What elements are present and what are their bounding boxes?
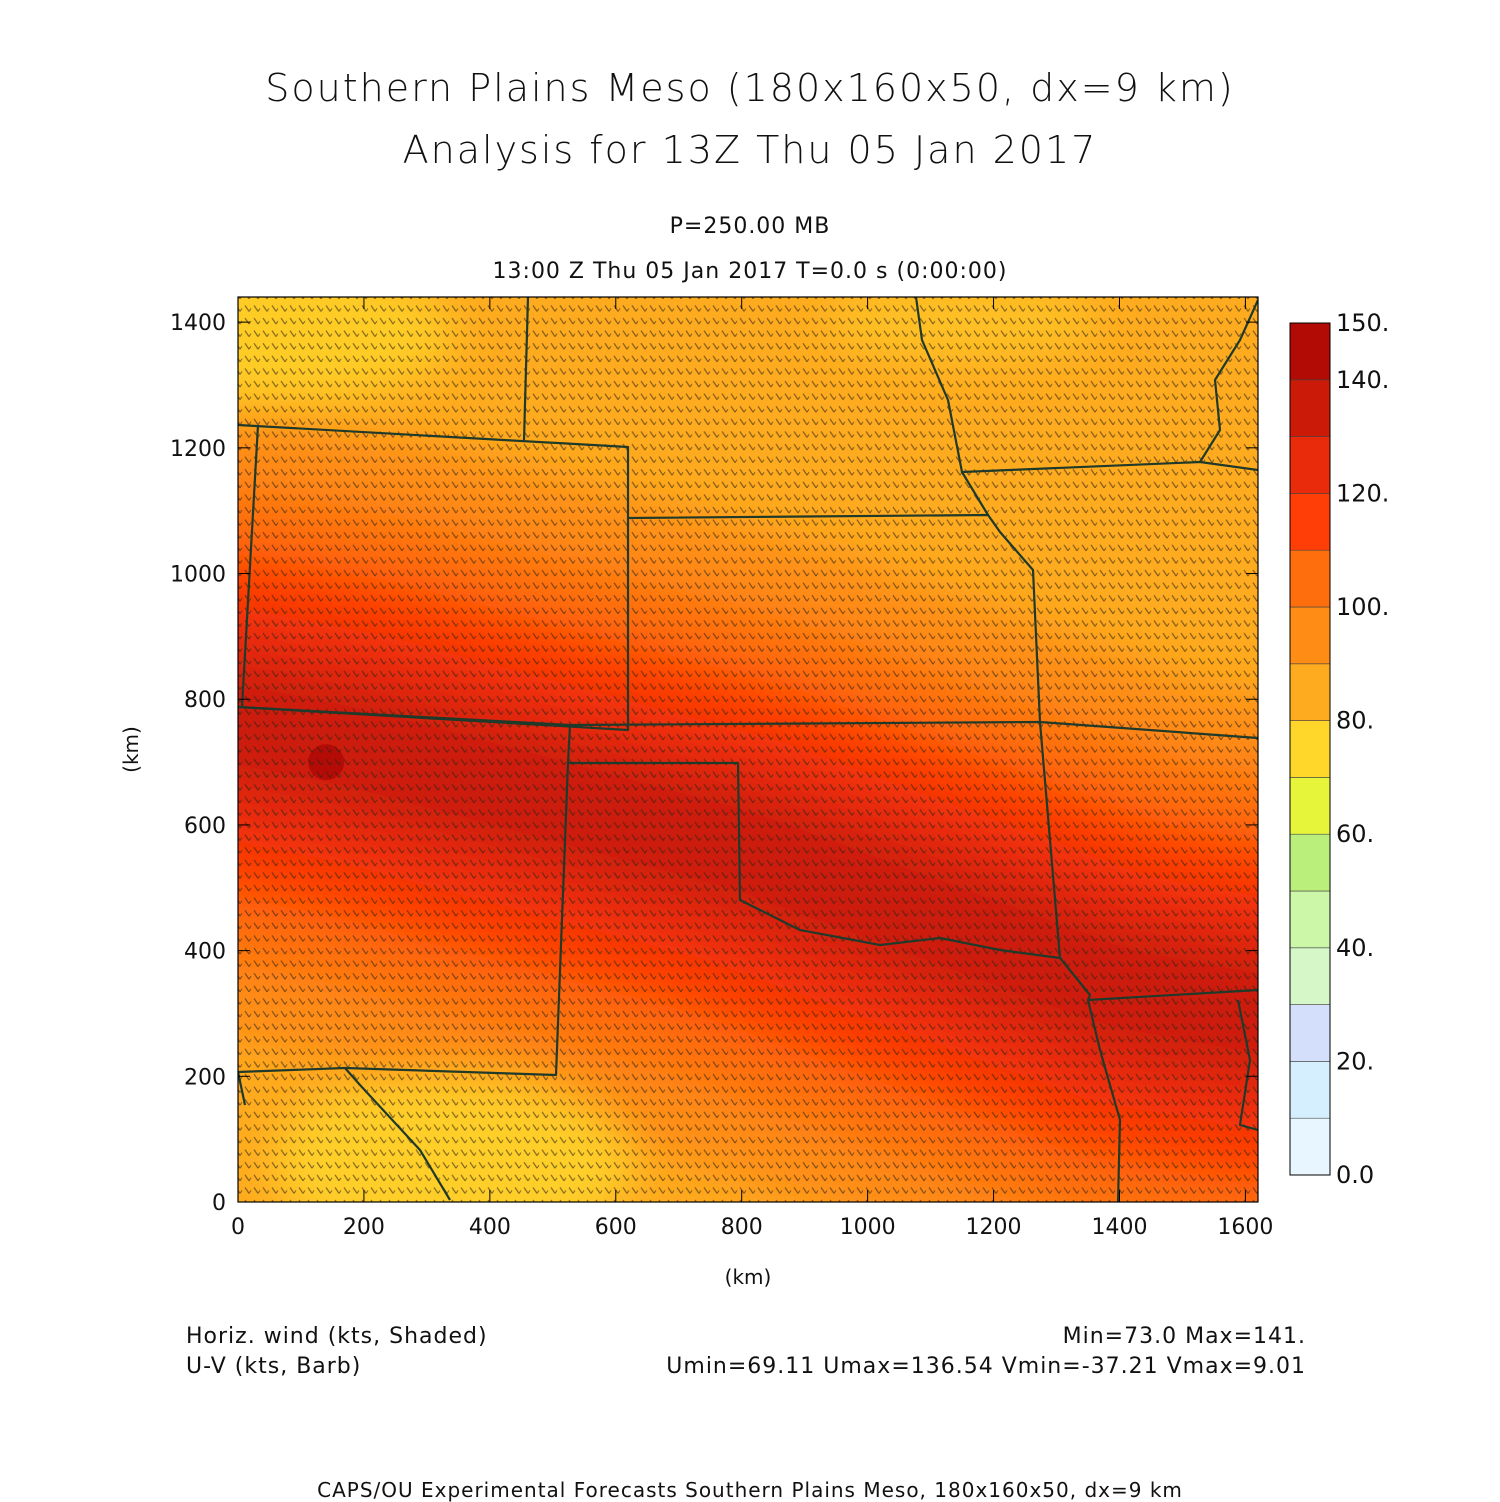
colorbar-swatch [1289, 777, 1331, 835]
colorbar-swatch [1289, 720, 1331, 778]
y-tick-label: 1400 [170, 311, 226, 336]
colorbar-swatch [1289, 1061, 1331, 1119]
y-tick-label: 200 [184, 1065, 226, 1090]
colorbar-swatch [1289, 1004, 1331, 1062]
y-tick-label: 400 [184, 940, 226, 965]
chart-title-line1: Southern Plains Meso (180x160x50, dx=9 k… [265, 66, 1235, 110]
colorbar-label: 0.0 [1336, 1161, 1374, 1189]
x-tick-label: 800 [721, 1215, 763, 1240]
colorbar-label: 60. [1336, 820, 1374, 848]
y-axis-label: (km) [119, 726, 143, 773]
x-tick-label: 0 [231, 1215, 245, 1240]
state-border-4 [522, 297, 530, 441]
colorbar-swatch [1289, 890, 1331, 949]
state-border-9 [566, 724, 1061, 960]
colorbar-label: 100. [1336, 593, 1389, 621]
x-tick-label: 1000 [840, 1215, 896, 1240]
colorbar-swatch [1289, 663, 1331, 721]
colorbar-swatch [1289, 493, 1331, 551]
credit-line: CAPS/OU Experimental Forecasts Southern … [317, 1478, 1183, 1502]
x-tick-label: 400 [469, 1215, 511, 1240]
y-tick-label: 1000 [170, 563, 226, 588]
state-border-2 [240, 424, 260, 708]
plot-frame [237, 296, 1259, 1203]
x-tick-label: 1200 [966, 1215, 1022, 1240]
y-tick-label: 1200 [170, 437, 226, 462]
state-border-3 [238, 705, 1258, 740]
colorbar-swatch [1289, 436, 1331, 494]
x-tick-label: 600 [595, 1215, 637, 1240]
colorbar-label: 20. [1336, 1047, 1374, 1075]
colorbar-swatch [1289, 1117, 1331, 1176]
legend-shaded-field: Horiz. wind (kts, Shaded) [186, 1324, 488, 1349]
state-border-7 [914, 297, 989, 516]
state-border-11 [238, 762, 570, 1077]
x-axis-label: (km) [725, 1265, 772, 1289]
pressure-level: P=250.00 MB [669, 214, 831, 239]
y-tick-label: 600 [184, 814, 226, 839]
colorbar-label: 40. [1336, 934, 1374, 962]
colorbar-swatch [1289, 947, 1331, 1005]
colorbar-swatch [1289, 379, 1331, 437]
colorbar-swatch [1289, 549, 1331, 608]
x-tick-label: 1400 [1091, 1215, 1147, 1240]
valid-time: 13:00 Z Thu 05 Jan 2017 T=0.0 s (0:00:00… [492, 259, 1008, 284]
y-tick-label: 800 [184, 688, 226, 713]
colorbar-label: 140. [1336, 366, 1389, 394]
y-tick-label: 0 [212, 1191, 226, 1216]
state-border-15 [1236, 999, 1258, 1132]
colorbar-frame [1289, 322, 1331, 1176]
state-border-5 [627, 513, 1042, 723]
colorbar-swatch [1289, 322, 1331, 381]
wind-barbs [238, 297, 1258, 1202]
state-boundaries [238, 297, 1258, 1202]
chart-title-line2: Analysis for 13Z Thu 05 Jan 2017 [402, 128, 1098, 172]
x-tick-label: 1600 [1217, 1215, 1273, 1240]
uv-stats: Umin=69.11 Umax=136.54 Vmin=-37.21 Vmax=… [666, 1354, 1306, 1379]
colorbar-label: 120. [1336, 479, 1389, 507]
legend-barb-field: U-V (kts, Barb) [186, 1354, 362, 1379]
state-border-10 [1038, 721, 1258, 1002]
colorbar-swatch [1289, 833, 1331, 892]
min-max-stats: Min=73.0 Max=141. [1062, 1324, 1306, 1349]
state-border-14 [238, 1071, 247, 1106]
colorbar-label: 80. [1336, 707, 1374, 735]
state-border-12 [344, 1067, 451, 1201]
state-border-8 [1199, 299, 1258, 463]
colorbar-swatch [1289, 606, 1331, 665]
state-border-13 [1086, 999, 1122, 1202]
x-tick-label: 200 [343, 1215, 385, 1240]
colorbar-label: 150. [1336, 309, 1389, 337]
